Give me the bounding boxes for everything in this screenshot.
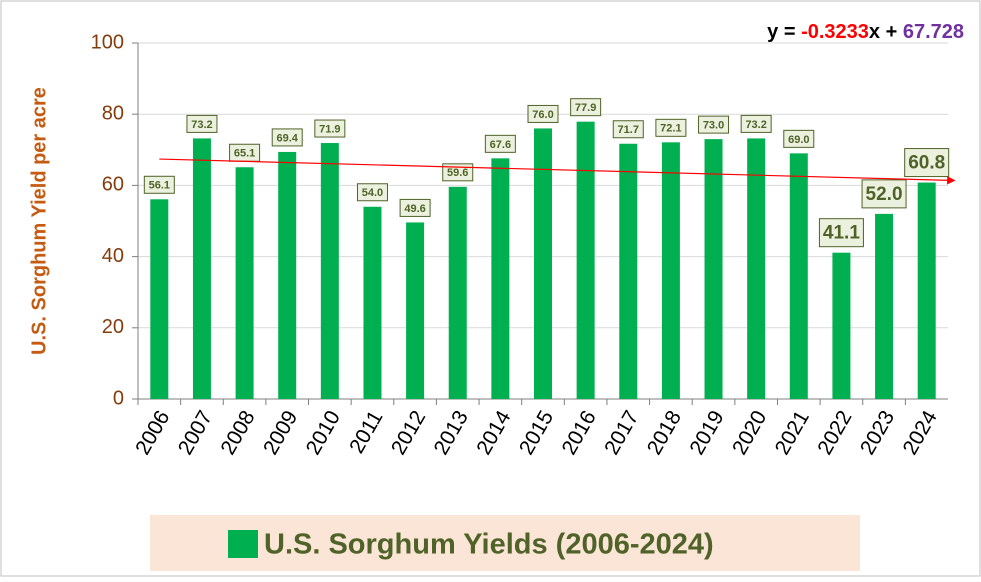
y-axis-label: U.S. Sorghum Yield per acre xyxy=(28,87,50,355)
bar xyxy=(747,138,766,399)
value-label-box xyxy=(655,118,687,137)
value-label-box xyxy=(861,179,907,209)
bar xyxy=(917,182,936,399)
value-label-box xyxy=(527,104,559,123)
bar xyxy=(619,143,638,399)
y-tick-label: 0 xyxy=(113,387,124,409)
bar xyxy=(150,199,169,399)
value-label-box xyxy=(442,163,474,182)
value-label-box xyxy=(186,114,218,133)
value-label: 76.0 xyxy=(532,109,553,121)
bar xyxy=(320,143,339,399)
trend-equation: y = -0.3233x + 67.728 xyxy=(767,21,964,43)
bar xyxy=(576,121,595,400)
value-label-box xyxy=(783,129,815,148)
value-label: 59.6 xyxy=(447,167,468,179)
y-tick-label: 100 xyxy=(91,31,124,53)
value-label: 54.0 xyxy=(362,187,383,199)
bar xyxy=(278,151,297,399)
value-label: 49.6 xyxy=(404,203,425,215)
value-label: 73.2 xyxy=(191,119,212,131)
value-label: 71.9 xyxy=(319,123,340,135)
y-tick-label: 40 xyxy=(102,245,124,267)
bar xyxy=(363,206,382,399)
value-label-box xyxy=(698,115,730,134)
legend-box xyxy=(150,515,860,571)
value-label: 69.4 xyxy=(276,132,298,144)
y-tick-label: 60 xyxy=(102,174,124,196)
y-tick-label: 20 xyxy=(102,316,124,338)
value-label-box xyxy=(612,120,644,139)
value-label: 72.1 xyxy=(660,123,681,135)
value-label: 69.0 xyxy=(788,134,809,146)
bar xyxy=(661,142,680,399)
bar xyxy=(875,213,894,399)
value-label-box xyxy=(904,148,950,178)
value-label-box xyxy=(271,128,303,147)
value-label-box xyxy=(484,134,516,153)
value-label: 71.7 xyxy=(618,124,639,136)
bar xyxy=(235,167,254,399)
eq-middle: x + xyxy=(869,21,903,43)
value-label-box xyxy=(740,114,772,133)
trend-line xyxy=(159,158,956,185)
bar xyxy=(192,138,211,399)
value-label: 52.0 xyxy=(866,184,903,205)
value-label: 73.2 xyxy=(745,119,766,131)
value-label: 73.0 xyxy=(703,120,724,132)
legend-label: U.S. Sorghum Yields (2006-2024) xyxy=(264,529,714,561)
bar xyxy=(534,128,552,399)
value-label-box xyxy=(356,183,388,202)
bar xyxy=(704,139,723,399)
value-label-box xyxy=(143,175,175,194)
y-tick-label: 80 xyxy=(102,102,124,124)
bar xyxy=(406,222,425,399)
value-label-box xyxy=(818,218,864,248)
bar xyxy=(491,158,510,399)
eq-prefix: y = xyxy=(767,21,801,43)
value-label: 65.1 xyxy=(234,148,255,160)
value-label: 60.8 xyxy=(908,153,945,174)
bar xyxy=(832,252,851,399)
eq-slope: -0.3233 xyxy=(801,21,869,43)
value-label: 41.1 xyxy=(823,223,860,244)
eq-intercept: 67.728 xyxy=(903,21,964,43)
value-label: 67.6 xyxy=(490,139,511,151)
value-label-box xyxy=(399,198,431,217)
value-label-box xyxy=(570,98,602,117)
bar xyxy=(789,153,808,399)
legend-swatch xyxy=(228,530,258,558)
value-label: 77.9 xyxy=(575,102,596,114)
value-label: 56.1 xyxy=(149,180,170,192)
value-label-box xyxy=(314,119,346,138)
bar xyxy=(448,186,467,399)
